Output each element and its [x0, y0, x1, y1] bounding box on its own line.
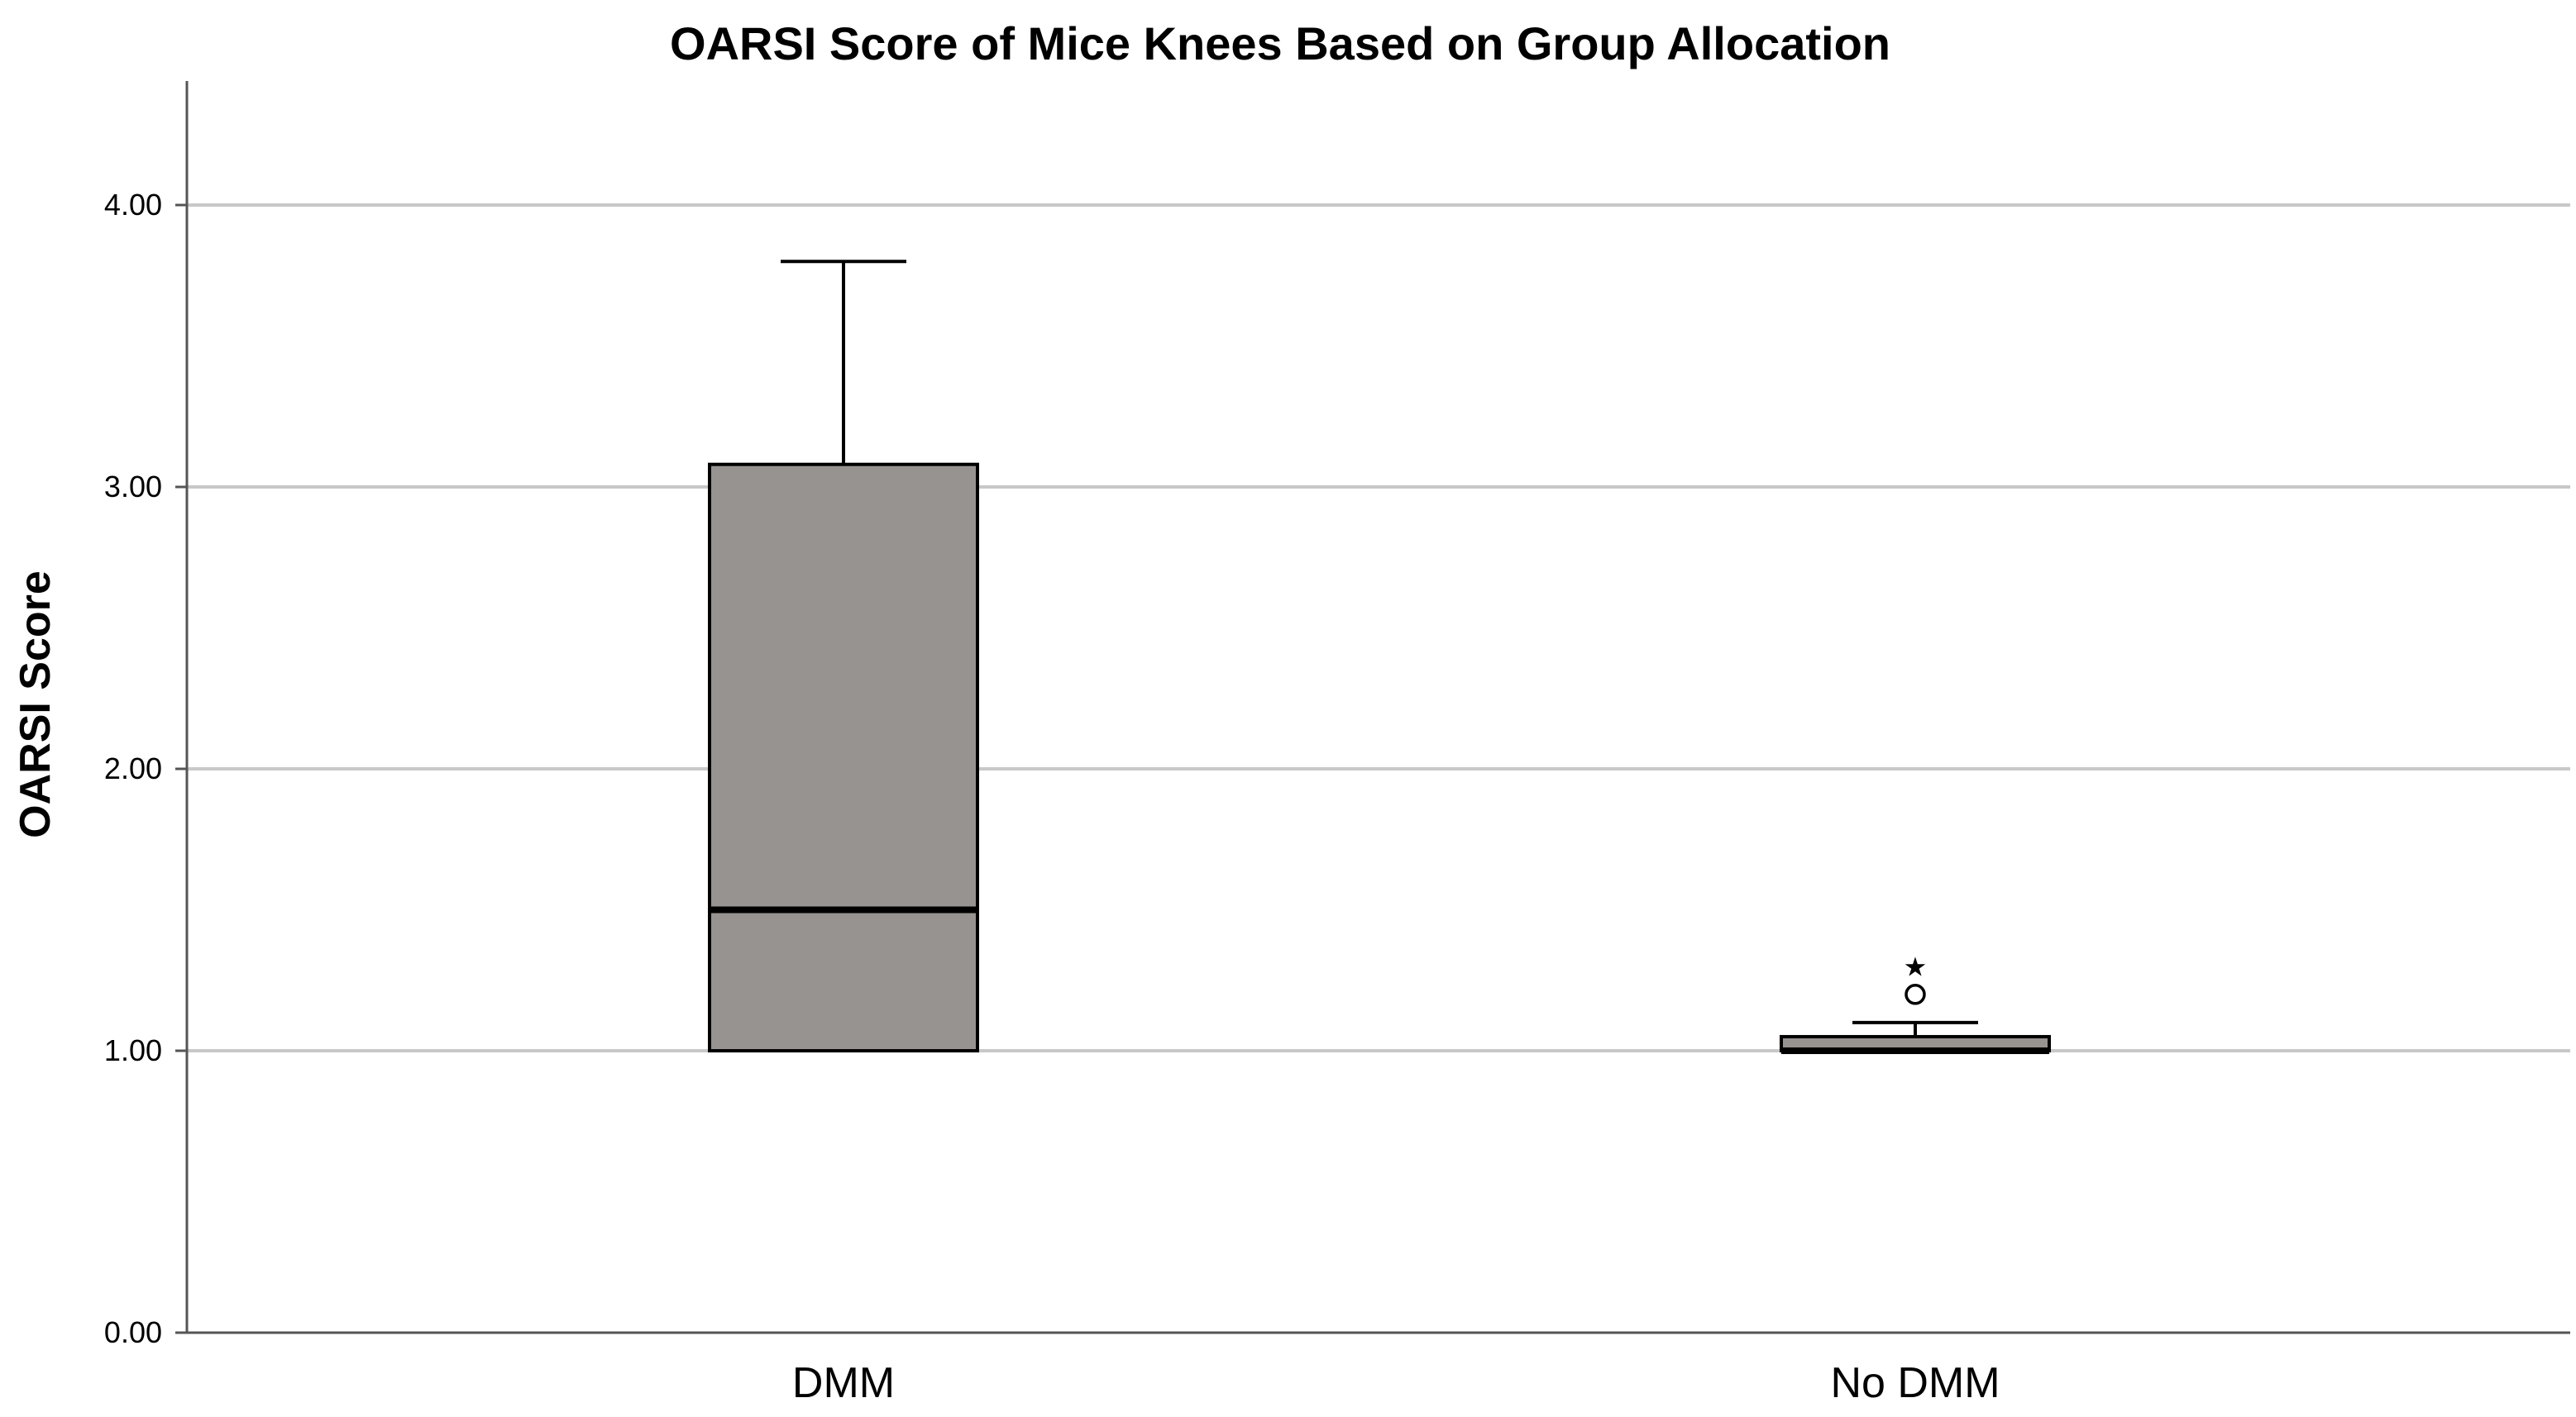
- extreme-point: ★: [1904, 952, 1928, 983]
- gridlines: [187, 203, 2570, 1052]
- axes: [175, 81, 2570, 1334]
- y-tick-labels: 0.00 1.00 2.00 3.00 4.00: [104, 188, 162, 1349]
- x-tick-label: DMM: [792, 1359, 895, 1407]
- outlier-point: [1905, 984, 1926, 1005]
- box-series: ★: [708, 260, 2051, 1054]
- chart-title: OARSI Score of Mice Knees Based on Group…: [670, 17, 1890, 69]
- x-tick-label: No DMM: [1830, 1359, 2000, 1407]
- y-tick-label: 0.00: [104, 1315, 162, 1349]
- box-dmm: [708, 462, 979, 1052]
- y-axis-label: OARSI Score: [12, 570, 60, 838]
- x-tick-labels: DMM No DMM: [792, 1359, 2000, 1407]
- y-tick-label: 1.00: [104, 1033, 162, 1067]
- y-tick-label: 3.00: [104, 470, 162, 503]
- y-tick-label: 2.00: [104, 751, 162, 785]
- y-tick-label: 4.00: [104, 188, 162, 222]
